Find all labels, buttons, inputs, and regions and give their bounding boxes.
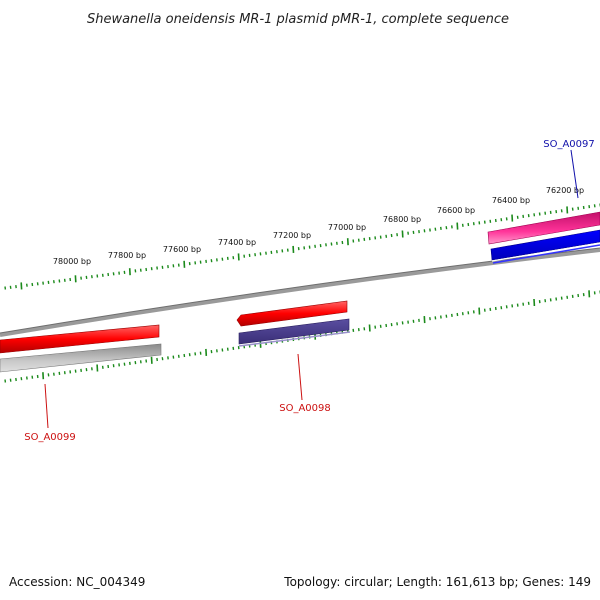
genome-summary-text: Topology: circular; Length: 161,613 bp; … (283, 575, 591, 589)
gene-label-so-a0097[interactable]: SO_A0097 (543, 139, 595, 150)
tick-label: 77000 bp (328, 223, 366, 232)
tick-label: 77600 bp (163, 245, 201, 254)
gene-so-a0099[interactable] (0, 343, 162, 373)
tick-label: 76600 bp (437, 206, 475, 215)
callout-line-so-a0097 (570, 149, 579, 199)
forward-strand (487, 211, 600, 245)
tick-label: 76800 bp (383, 215, 421, 224)
gene-so-a0098[interactable] (238, 318, 350, 345)
gene-so-a0099-forward[interactable] (0, 324, 160, 354)
gene-label-so-a0099[interactable]: SO_A0099 (24, 432, 76, 443)
tick-label: 77800 bp (108, 251, 146, 260)
accession-text: Accession: NC_004349 (9, 575, 145, 589)
gene-label-so-a0098[interactable]: SO_A0098 (279, 403, 331, 414)
tick-label: 76200 bp (546, 186, 584, 195)
tick-label: 76400 bp (492, 196, 530, 205)
reverse-strand (0, 229, 600, 373)
plasmid-backbone (0, 248, 600, 337)
outer-tick-ring (4, 203, 600, 290)
inner-tick-ring (4, 290, 600, 383)
map-title: Shewanella oneidensis MR-1 plasmid pMR-1… (87, 12, 509, 27)
gene-so-a0098-forward[interactable] (236, 300, 348, 327)
callout-line-so-a0099 (44, 383, 49, 429)
gene-so-a0097-forward[interactable] (487, 211, 600, 245)
gene-so-a0097[interactable] (490, 229, 600, 261)
tick-label: 77400 bp (218, 238, 256, 247)
tick-label: 78000 bp (53, 257, 91, 266)
gene-callouts: SO_A0097 SO_A0098 SO_A0099 (24, 139, 595, 443)
tick-labels: 78000 bp 77800 bp 77600 bp 77400 bp 7720… (53, 186, 584, 266)
tick-label: 77200 bp (273, 231, 311, 240)
callout-line-so-a0098 (297, 353, 303, 401)
